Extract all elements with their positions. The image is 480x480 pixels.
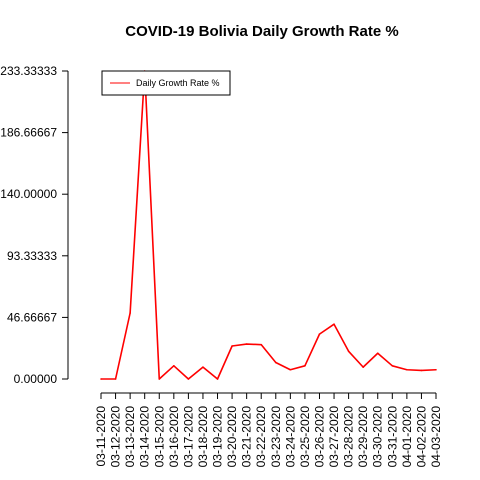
x-tick-label: 03-16-2020	[167, 406, 181, 468]
data-point	[304, 365, 306, 367]
data-point	[420, 369, 423, 372]
data-point	[318, 333, 321, 335]
data-point	[231, 345, 233, 347]
data-point	[245, 343, 248, 345]
legend-box	[101, 70, 231, 96]
data-point	[333, 323, 335, 326]
x-tick-label: 03-17-2020	[181, 406, 195, 468]
x-tick-label: 04-02-2020	[414, 406, 428, 468]
data-point	[391, 365, 394, 367]
y-tick-label: 233.33333	[0, 64, 57, 78]
y-tick-label: 140.00000	[0, 187, 57, 201]
x-tick-label: 03-23-2020	[269, 406, 283, 468]
y-axis: 0.00000 46.66667 93.33333 140.00000 186.6666…	[0, 64, 69, 386]
y-tick-label: 186.66667	[0, 126, 57, 140]
legend-label: Daily Growth Rate %	[136, 78, 220, 88]
x-tick-label: 03-27-2020	[327, 406, 341, 468]
x-tick-label: 03-13-2020	[123, 406, 137, 468]
x-axis: 03-11-2020 03-12-2020 03-13-2020 03-14-2020…	[94, 392, 443, 468]
x-tick-label: 03-20-2020	[225, 406, 239, 468]
x-tick-label: 03-18-2020	[196, 406, 210, 468]
x-tick-label: 03-30-2020	[371, 406, 385, 468]
series-layer	[100, 70, 437, 380]
data-point	[114, 378, 117, 380]
x-tick-label: 04-01-2020	[400, 406, 414, 468]
data-point	[202, 366, 204, 368]
x-tick-label: 03-26-2020	[312, 406, 326, 468]
data-point	[274, 361, 277, 364]
x-tick-label: 04-03-2020	[429, 406, 443, 468]
x-tick-label: 03-21-2020	[240, 406, 254, 468]
data-point	[173, 365, 175, 367]
legend: Daily Growth Rate %	[101, 70, 231, 96]
data-point	[260, 343, 263, 346]
x-tick-label: 03-25-2020	[298, 406, 312, 468]
chart-title: COVID-19 Bolivia Daily Growth Rate %	[125, 23, 398, 40]
data-point	[289, 368, 292, 371]
data-point	[100, 378, 102, 380]
y-tick-label: 93.33333	[7, 249, 57, 263]
data-point	[129, 312, 131, 314]
data-point	[362, 366, 364, 368]
y-tick-label: 46.66667	[7, 310, 57, 324]
data-point	[187, 378, 190, 380]
x-tick-label: 03-14-2020	[138, 406, 152, 468]
data-point	[216, 378, 219, 380]
data-point	[376, 352, 379, 355]
data-point	[158, 378, 161, 380]
x-tick-label: 03-11-2020	[94, 406, 108, 467]
y-tick-label: 0.00000	[14, 372, 58, 386]
x-tick-label: 03-15-2020	[152, 406, 166, 468]
data-point	[406, 368, 408, 371]
data-point	[347, 350, 350, 353]
x-tick-label: 03-28-2020	[342, 406, 356, 468]
x-tick-label: 03-24-2020	[283, 406, 297, 468]
data-point	[435, 368, 437, 371]
x-tick-label: 03-12-2020	[109, 406, 123, 468]
x-tick-label: 03-19-2020	[211, 406, 225, 468]
x-tick-label: 03-22-2020	[254, 406, 268, 468]
x-tick-label: 03-31-2020	[385, 406, 399, 468]
x-tick-label: 03-29-2020	[356, 406, 370, 468]
series-line	[101, 70, 437, 380]
